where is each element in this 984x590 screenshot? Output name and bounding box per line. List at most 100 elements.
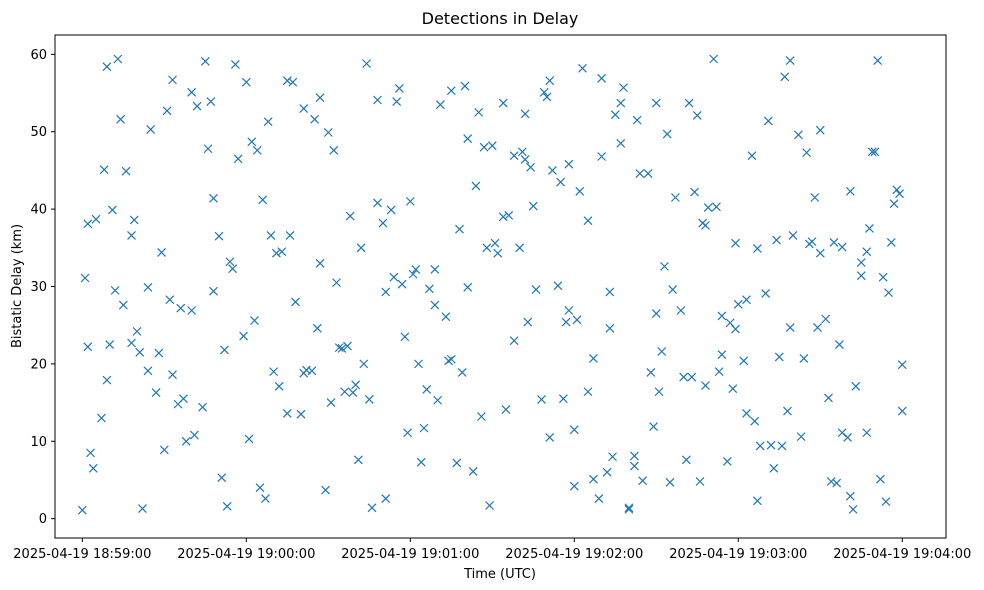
data-point [602, 467, 612, 477]
data-point [862, 247, 872, 257]
data-point [159, 445, 169, 455]
data-point [523, 317, 533, 327]
data-point [722, 456, 732, 466]
data-point [679, 372, 689, 382]
data-point [556, 177, 566, 187]
data-point [220, 345, 229, 355]
data-point [285, 231, 295, 240]
data-point [154, 348, 164, 358]
data-point [589, 474, 598, 484]
data-point [200, 56, 210, 66]
data-point [271, 248, 281, 258]
data-point [619, 83, 628, 93]
data-point [572, 315, 582, 325]
data-point [102, 62, 112, 72]
data-point [88, 463, 98, 473]
data-point [162, 106, 172, 116]
data-point [520, 155, 530, 165]
y-axis-label: Bistatic Delay (km) [10, 224, 25, 348]
data-point [277, 247, 287, 257]
data-point [654, 387, 664, 397]
data-point [258, 195, 268, 205]
data-point [569, 481, 579, 491]
data-point [509, 151, 519, 161]
y-axis: 0 10 20 30 40 50 60 [30, 48, 55, 527]
x-tick-label: 2025-04-19 19:04:00 [833, 547, 971, 562]
data-point [545, 76, 555, 86]
data-point [261, 494, 270, 503]
x-tick-label: 2025-04-19 19:00:00 [177, 547, 315, 562]
data-point [389, 272, 399, 282]
data-point [343, 341, 352, 351]
data-point [649, 422, 658, 431]
data-point [121, 166, 131, 176]
data-point [895, 189, 904, 199]
data-point [129, 215, 139, 225]
y-tick-label: 20 [30, 357, 47, 372]
data-point [670, 193, 680, 202]
data-point [282, 408, 292, 418]
data-point [583, 216, 593, 226]
data-point [703, 203, 713, 212]
data-point [752, 496, 762, 506]
data-point [515, 243, 525, 253]
data-point [291, 297, 300, 307]
data-point [441, 312, 451, 322]
data-point [340, 387, 350, 397]
data-point [728, 384, 738, 394]
data-point [624, 504, 634, 514]
data-point [826, 477, 836, 486]
data-point [829, 237, 839, 247]
data-point [222, 501, 232, 511]
data-point [356, 243, 366, 253]
data-point [605, 287, 615, 297]
data-point [766, 440, 776, 450]
data-point [583, 387, 593, 397]
data-point [282, 76, 292, 86]
data-point [553, 281, 563, 291]
x-axis-label: Time (UTC) [463, 567, 536, 582]
data-point [452, 458, 462, 468]
y-tick-label: 40 [30, 203, 47, 218]
data-point [435, 100, 445, 110]
data-point [241, 77, 251, 87]
data-point [815, 125, 825, 135]
x-axis: 2025-04-19 18:59:00 2025-04-19 19:00:00 20… [13, 538, 971, 562]
data-point [578, 63, 587, 73]
data-point [364, 395, 374, 404]
data-point [485, 501, 494, 510]
data-point [733, 299, 743, 309]
data-point [255, 483, 265, 493]
data-point [646, 367, 656, 377]
data-point [676, 306, 686, 315]
data-point [755, 441, 765, 451]
data-point [867, 147, 877, 157]
data-point [531, 285, 541, 295]
data-point [657, 347, 667, 356]
data-point [498, 98, 508, 108]
data-point [430, 300, 440, 310]
data-point [348, 388, 358, 397]
data-point [381, 287, 391, 297]
data-point [414, 359, 423, 369]
data-point [780, 72, 790, 82]
data-point [889, 199, 899, 209]
data-point [110, 285, 120, 295]
data-point [105, 340, 115, 349]
data-point [624, 503, 634, 513]
data-point [752, 244, 762, 254]
data-point [824, 393, 833, 403]
data-point [750, 416, 760, 426]
data-point [865, 224, 874, 233]
data-point [181, 436, 191, 446]
data-point [157, 248, 167, 257]
data-point [179, 394, 188, 404]
data-point [539, 87, 549, 97]
data-point [597, 152, 607, 161]
data-point [296, 409, 306, 419]
data-point [206, 97, 216, 106]
data-point [731, 324, 740, 334]
data-point [359, 359, 369, 369]
y-tick-label: 30 [30, 280, 47, 295]
data-point [116, 114, 126, 124]
